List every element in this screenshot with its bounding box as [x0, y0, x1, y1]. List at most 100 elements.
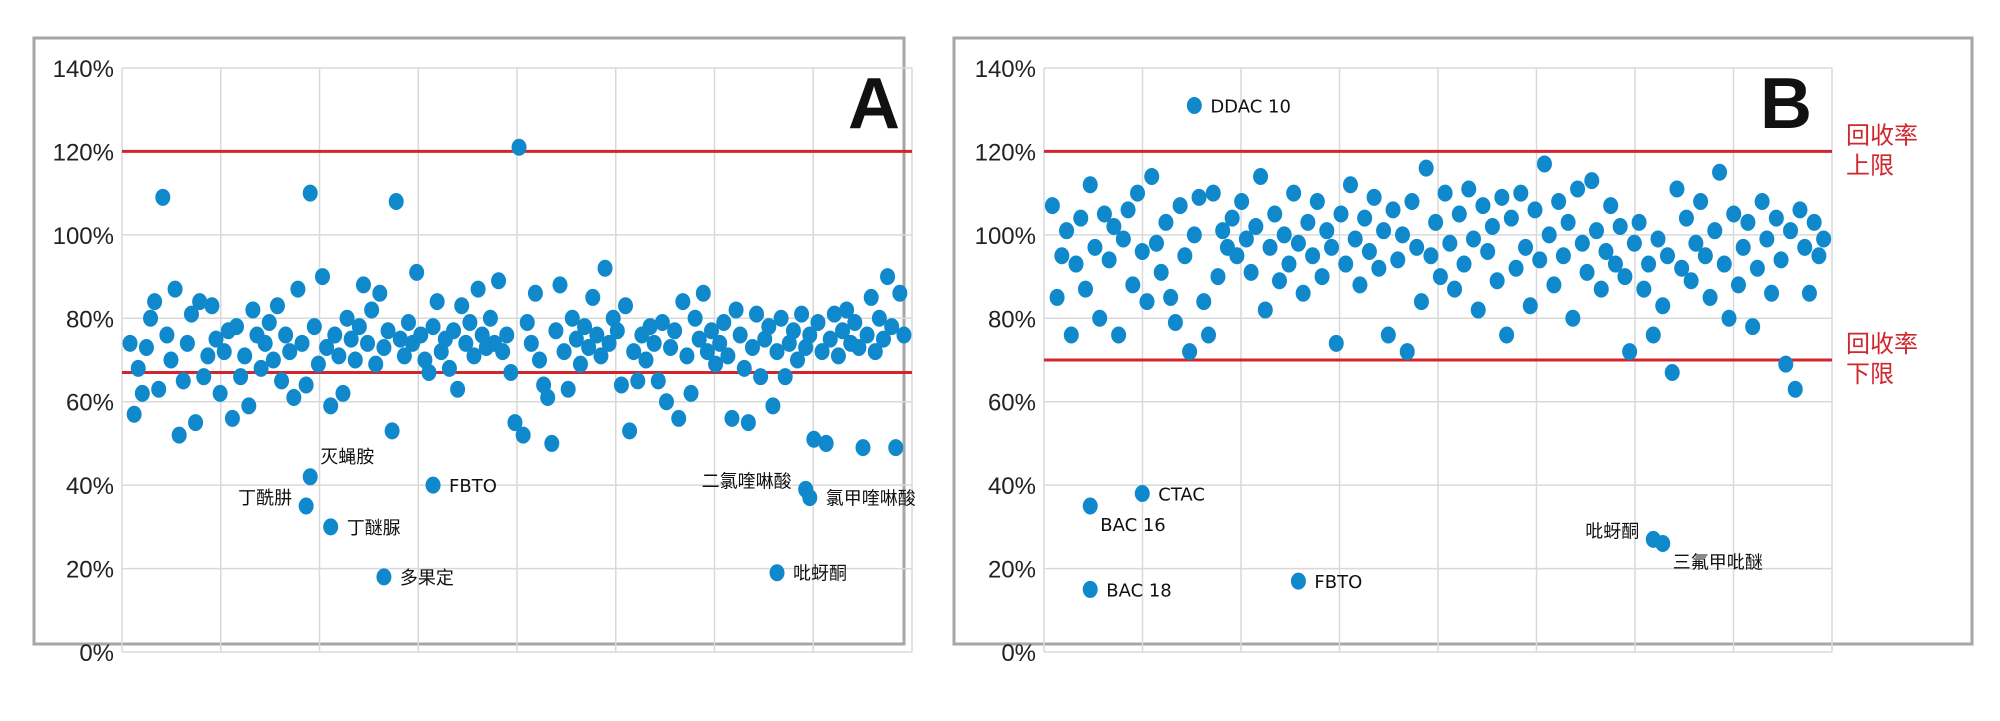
- data-point: [1257, 301, 1273, 319]
- data-point: [224, 409, 240, 427]
- data-point: [253, 359, 269, 377]
- data-point: [646, 334, 662, 352]
- data-point: [1281, 255, 1297, 273]
- data-point: [421, 364, 437, 382]
- data-point: [241, 397, 257, 415]
- data-point-annotated: [769, 564, 785, 582]
- data-label: 多果定: [400, 568, 454, 589]
- data-point: [1764, 284, 1780, 302]
- legend-lower-line1: 回收率: [1846, 330, 1918, 358]
- data-point: [1797, 238, 1813, 256]
- data-point: [1134, 243, 1150, 261]
- data-label: FBTO: [1314, 572, 1362, 593]
- data-point: [568, 330, 584, 348]
- data-point: [548, 322, 564, 340]
- data-point: [315, 268, 330, 286]
- data-point: [806, 430, 822, 448]
- data-point: [1470, 301, 1486, 319]
- data-point: [126, 405, 142, 423]
- data-point: [1248, 218, 1264, 236]
- data-point: [208, 330, 224, 348]
- data-point: [179, 334, 195, 352]
- data-point: [540, 389, 556, 407]
- data-point: [1295, 284, 1311, 302]
- data-point: [175, 372, 191, 390]
- data-point-annotated: [1082, 580, 1098, 598]
- data-point: [1205, 184, 1221, 202]
- data-point: [1607, 255, 1623, 273]
- data-point: [1290, 234, 1306, 252]
- data-point: [658, 393, 674, 411]
- data-point: [372, 284, 388, 302]
- data-label: 氯甲喹啉酸: [826, 489, 916, 510]
- data-point: [1603, 197, 1619, 215]
- data-point: [527, 284, 543, 302]
- data-point: [151, 380, 167, 398]
- data-point: [470, 280, 486, 298]
- data-point: [278, 326, 294, 344]
- data-point: [1778, 355, 1794, 373]
- data-point: [1546, 276, 1562, 294]
- data-point: [1092, 309, 1108, 327]
- data-point: [1409, 238, 1425, 256]
- data-point: [1172, 197, 1188, 215]
- panel-label: B: [1760, 64, 1812, 144]
- data-label: FBTO: [449, 476, 497, 497]
- data-point: [884, 318, 900, 336]
- data-point: [1499, 326, 1515, 344]
- data-point: [491, 272, 507, 290]
- data-point: [355, 276, 371, 294]
- data-point: [368, 355, 384, 373]
- data-point-annotated: [802, 489, 818, 507]
- data-point: [708, 355, 724, 373]
- data-point: [343, 330, 359, 348]
- panel-label: A: [848, 64, 900, 144]
- data-point: [1262, 238, 1278, 256]
- data-point: [1740, 213, 1756, 231]
- data-point: [1783, 222, 1799, 240]
- y-tick-label: 60%: [988, 390, 1036, 417]
- data-point: [826, 305, 842, 323]
- data-point: [724, 409, 740, 427]
- data-point: [380, 322, 396, 340]
- data-point: [1622, 343, 1638, 361]
- data-point: [855, 439, 871, 457]
- data-point: [1073, 209, 1089, 227]
- data-point: [675, 293, 691, 311]
- data-point: [1342, 176, 1358, 194]
- data-point: [1735, 238, 1751, 256]
- data-point: [814, 343, 830, 361]
- data-point: [1082, 176, 1098, 194]
- data-point: [1678, 209, 1694, 227]
- data-point: [1707, 222, 1723, 240]
- data-point: [732, 326, 748, 344]
- data-point: [1163, 288, 1179, 306]
- data-point: [298, 376, 314, 394]
- data-point: [1697, 247, 1713, 265]
- data-point: [1087, 238, 1103, 256]
- data-point: [282, 343, 298, 361]
- data-point: [1314, 268, 1330, 286]
- data-point: [622, 422, 638, 440]
- data-point: [1177, 247, 1193, 265]
- data-point: [875, 330, 891, 348]
- chart-panel-b: 0% 20% 40% 60% 80% 100% 120% 140% DDAC 10 BAC 16 C…: [952, 36, 1974, 667]
- data-point: [650, 372, 666, 390]
- data-point: [1745, 318, 1761, 336]
- data-point: [1465, 230, 1481, 248]
- y-tick-label: 40%: [988, 473, 1036, 500]
- data-point: [1357, 209, 1373, 227]
- data-point: [384, 422, 400, 440]
- data-point: [773, 309, 789, 327]
- data-point: [1333, 205, 1349, 223]
- data-point: [556, 343, 572, 361]
- data-point: [1801, 284, 1817, 302]
- data-point: [1224, 209, 1240, 227]
- data-point: [183, 305, 199, 323]
- data-point: [396, 347, 412, 365]
- data-point: [626, 343, 642, 361]
- data-point: [1475, 197, 1491, 215]
- data-point: [409, 263, 425, 281]
- data-point: [1641, 255, 1657, 273]
- data-point: [1229, 247, 1245, 265]
